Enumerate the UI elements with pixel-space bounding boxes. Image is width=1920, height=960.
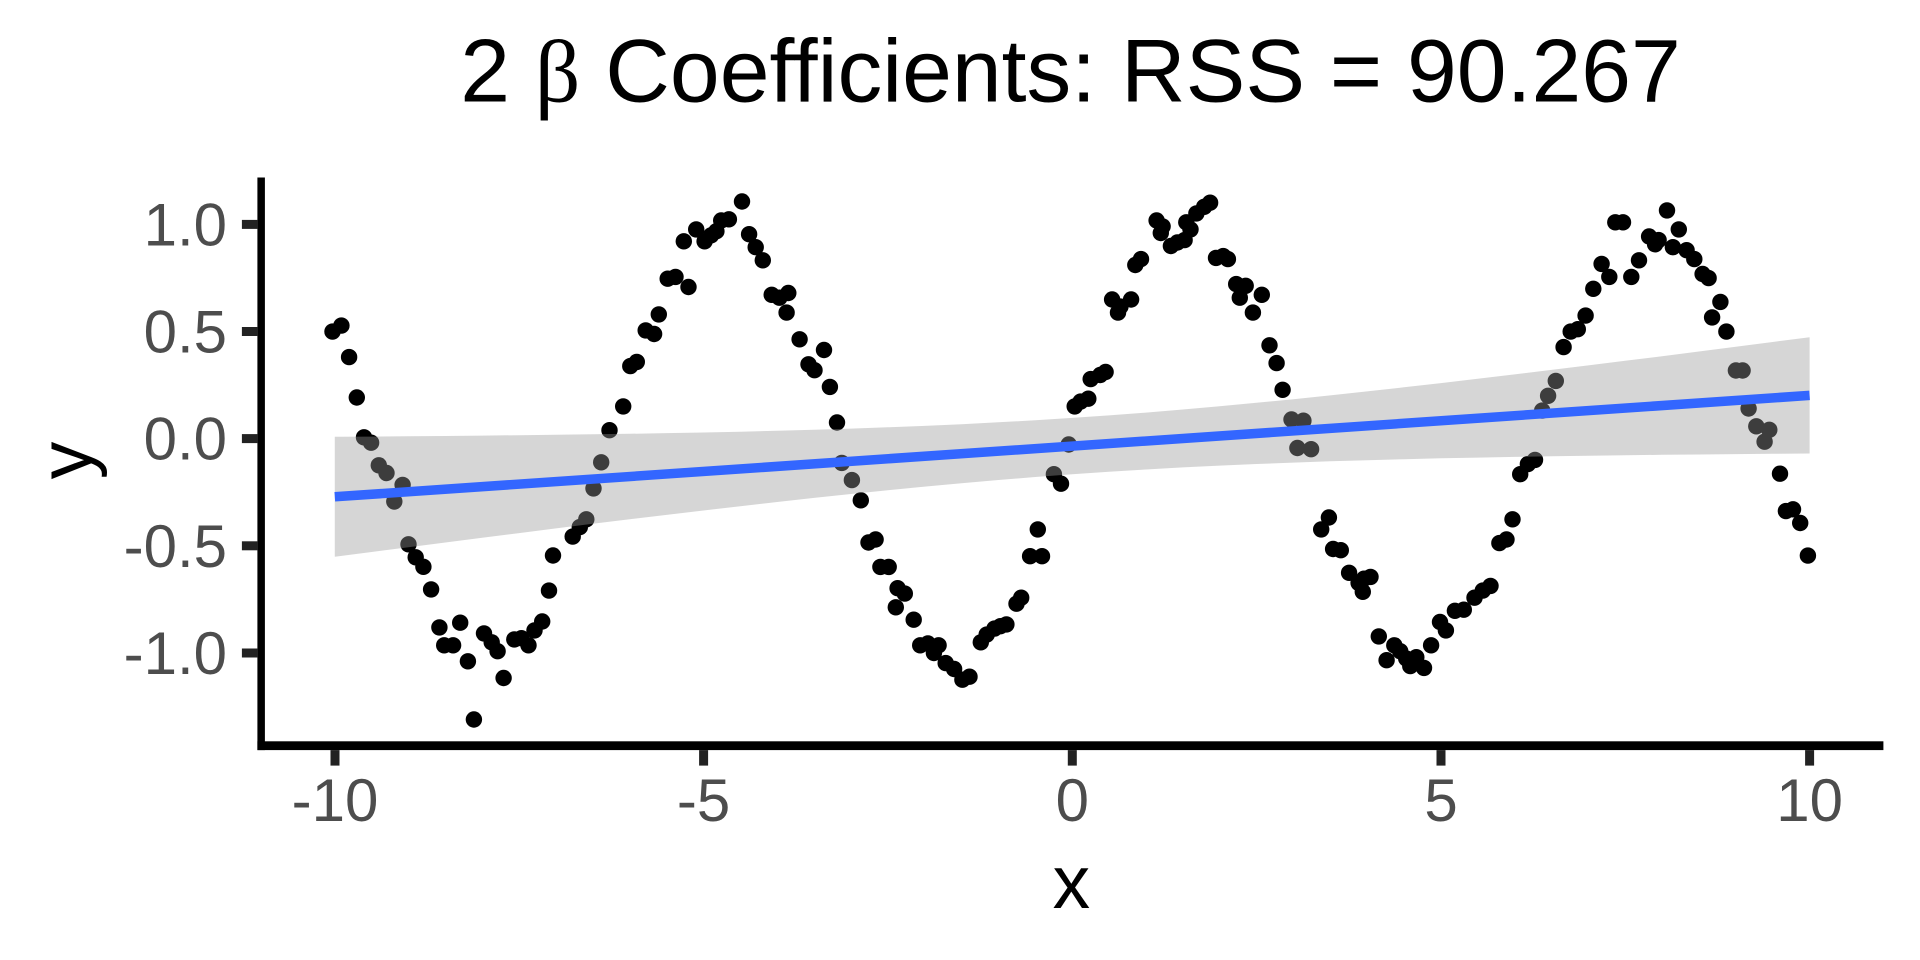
svg-text:5: 5 xyxy=(1424,767,1457,834)
svg-text:0: 0 xyxy=(1056,767,1089,834)
svg-text:0.0: 0.0 xyxy=(144,406,227,473)
svg-text:-1.0: -1.0 xyxy=(124,620,227,687)
svg-text:2 β Coefficients: RSS = 90.267: 2 β Coefficients: RSS = 90.267 xyxy=(460,21,1681,122)
svg-text:-10: -10 xyxy=(292,767,379,834)
svg-text:y: y xyxy=(24,441,108,479)
svg-text:1.0: 1.0 xyxy=(144,191,227,258)
svg-text:0.5: 0.5 xyxy=(144,299,227,366)
svg-text:x: x xyxy=(1053,840,1091,924)
svg-text:10: 10 xyxy=(1776,767,1843,834)
svg-text:-5: -5 xyxy=(677,767,730,834)
svg-text:-0.5: -0.5 xyxy=(124,513,227,580)
